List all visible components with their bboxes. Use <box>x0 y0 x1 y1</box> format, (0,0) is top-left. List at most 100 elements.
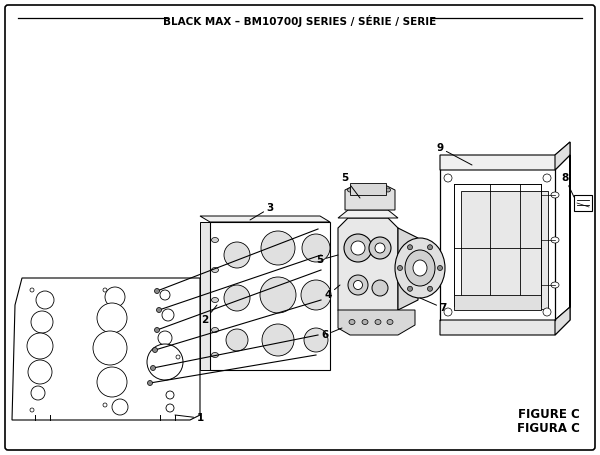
Ellipse shape <box>348 275 368 295</box>
Polygon shape <box>440 307 570 335</box>
Ellipse shape <box>28 360 52 384</box>
Ellipse shape <box>543 174 551 182</box>
Ellipse shape <box>212 238 218 243</box>
Ellipse shape <box>166 404 174 412</box>
Text: 6: 6 <box>322 328 342 340</box>
Ellipse shape <box>226 329 248 351</box>
Ellipse shape <box>375 243 385 253</box>
Polygon shape <box>454 295 541 310</box>
Ellipse shape <box>105 287 125 307</box>
Ellipse shape <box>152 348 157 353</box>
Polygon shape <box>555 142 570 335</box>
Text: FIGURA C: FIGURA C <box>517 422 580 435</box>
Text: 1: 1 <box>175 413 203 423</box>
Ellipse shape <box>551 192 559 198</box>
Ellipse shape <box>31 311 53 333</box>
Ellipse shape <box>155 288 160 293</box>
Polygon shape <box>200 222 210 370</box>
Ellipse shape <box>344 234 372 262</box>
Ellipse shape <box>166 391 174 399</box>
Ellipse shape <box>347 188 353 192</box>
Text: BLACK MAX – BM10700J SERIES / SÉRIE / SERIE: BLACK MAX – BM10700J SERIES / SÉRIE / SE… <box>163 15 437 27</box>
Ellipse shape <box>304 328 328 352</box>
Ellipse shape <box>543 308 551 316</box>
Ellipse shape <box>437 266 443 271</box>
Ellipse shape <box>158 331 172 345</box>
Ellipse shape <box>212 328 218 333</box>
Ellipse shape <box>262 324 294 356</box>
Ellipse shape <box>30 408 34 412</box>
Ellipse shape <box>36 291 54 309</box>
Ellipse shape <box>351 241 365 255</box>
Ellipse shape <box>444 174 452 182</box>
Ellipse shape <box>162 309 174 321</box>
Ellipse shape <box>212 353 218 358</box>
Text: 5: 5 <box>341 173 360 198</box>
Ellipse shape <box>395 238 445 298</box>
Ellipse shape <box>27 333 53 359</box>
Bar <box>574 195 592 211</box>
Ellipse shape <box>551 237 559 243</box>
Text: 9: 9 <box>436 143 472 165</box>
Ellipse shape <box>160 290 170 300</box>
Ellipse shape <box>30 288 34 292</box>
Polygon shape <box>338 210 398 218</box>
Polygon shape <box>398 228 418 310</box>
Ellipse shape <box>157 308 161 313</box>
Ellipse shape <box>302 234 330 262</box>
Ellipse shape <box>112 399 128 415</box>
Text: 3: 3 <box>250 203 274 220</box>
Polygon shape <box>200 216 330 222</box>
Ellipse shape <box>359 188 365 192</box>
Ellipse shape <box>353 280 362 289</box>
Text: 2: 2 <box>202 305 217 325</box>
Ellipse shape <box>398 266 403 271</box>
Ellipse shape <box>147 344 183 380</box>
Ellipse shape <box>31 386 45 400</box>
Ellipse shape <box>405 250 435 286</box>
Text: 7: 7 <box>420 298 446 313</box>
Ellipse shape <box>224 242 250 268</box>
Ellipse shape <box>349 319 355 324</box>
Ellipse shape <box>427 245 433 250</box>
Ellipse shape <box>551 282 559 288</box>
Ellipse shape <box>176 355 180 359</box>
Text: 8: 8 <box>562 173 574 197</box>
Ellipse shape <box>372 280 388 296</box>
Ellipse shape <box>301 280 331 310</box>
Ellipse shape <box>151 365 155 370</box>
Ellipse shape <box>97 303 127 333</box>
Polygon shape <box>338 310 415 335</box>
Ellipse shape <box>444 308 452 316</box>
Ellipse shape <box>261 231 295 265</box>
Ellipse shape <box>369 237 391 259</box>
Ellipse shape <box>212 298 218 303</box>
Polygon shape <box>210 222 330 370</box>
Ellipse shape <box>93 331 127 365</box>
Bar <box>350 183 386 195</box>
Bar <box>461 191 548 309</box>
Ellipse shape <box>224 285 250 311</box>
Ellipse shape <box>413 260 427 276</box>
Ellipse shape <box>386 188 391 192</box>
Ellipse shape <box>260 277 296 313</box>
Ellipse shape <box>155 328 160 333</box>
Ellipse shape <box>212 268 218 273</box>
Ellipse shape <box>97 367 127 397</box>
Text: 5: 5 <box>316 255 338 265</box>
Ellipse shape <box>362 319 368 324</box>
Ellipse shape <box>373 188 377 192</box>
Ellipse shape <box>148 380 152 385</box>
Ellipse shape <box>103 403 107 407</box>
Polygon shape <box>440 142 570 170</box>
Ellipse shape <box>375 319 381 324</box>
FancyBboxPatch shape <box>5 5 595 450</box>
Ellipse shape <box>407 286 413 291</box>
Ellipse shape <box>103 288 107 292</box>
Polygon shape <box>338 218 398 320</box>
Ellipse shape <box>407 245 413 250</box>
Polygon shape <box>345 185 395 210</box>
Polygon shape <box>12 278 200 420</box>
Text: FIGURE C: FIGURE C <box>518 408 580 421</box>
Ellipse shape <box>387 319 393 324</box>
